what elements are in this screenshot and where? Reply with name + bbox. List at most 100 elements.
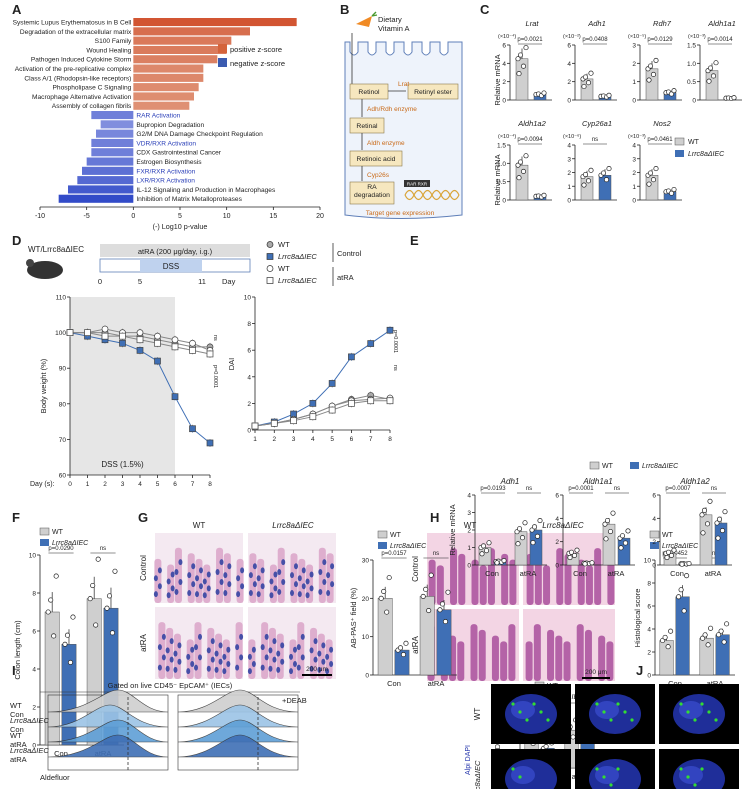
goblet-cell (206, 647, 211, 654)
p-value: ns (711, 486, 717, 492)
data-point (95, 556, 101, 562)
data-point (534, 533, 541, 539)
metabolite-box (349, 83, 389, 100)
goblet-cell (187, 590, 192, 597)
data-point (541, 192, 547, 198)
panel-letter-I: I (12, 663, 16, 678)
p-value: p=0.0007 (665, 486, 691, 492)
legend-swatch (650, 542, 659, 549)
data-point (716, 516, 723, 522)
x-tick-label: 0 (68, 481, 72, 488)
data-point (403, 640, 409, 646)
sample-label: Con (10, 725, 24, 734)
crypt (585, 565, 593, 605)
pathway-bar (91, 138, 134, 147)
y-tick-label: 6 (247, 348, 251, 355)
goblet-cell (313, 656, 318, 663)
p-value: p=0.0157 (381, 551, 407, 557)
x-tick-label: 0 (131, 213, 135, 220)
alpi-signal (623, 710, 627, 714)
column-header: WT (193, 521, 206, 530)
goblet-cell (191, 581, 196, 588)
metabolite-box (349, 181, 395, 205)
x-tick-label: 1 (86, 481, 90, 488)
fluorescence-image (491, 749, 571, 789)
data-point (610, 510, 616, 516)
data-point (70, 614, 76, 620)
goblet-cell (280, 658, 285, 665)
x-tick-label: 20 (316, 213, 324, 220)
category-label: atRA (520, 569, 537, 578)
data-point (104, 605, 110, 611)
alpi-signal (595, 767, 599, 771)
diet-label: Vitamin A (378, 24, 410, 33)
goblet-cell (294, 581, 298, 588)
x-tick-label: -10 (35, 213, 45, 220)
data-point (665, 549, 672, 555)
legend-marker (266, 277, 274, 284)
data-point (622, 540, 629, 546)
alpi-signal (595, 702, 599, 706)
p-value: ns (100, 546, 106, 552)
alpi-signal (679, 702, 683, 706)
goblet-cell (236, 575, 241, 582)
data-point (716, 632, 722, 638)
data-point (665, 644, 671, 650)
goblet-cell (321, 658, 326, 665)
y-tick-label: 4 (652, 516, 656, 523)
dss-bar (140, 259, 202, 272)
goblet-cell (297, 591, 302, 598)
legend-label: WT (278, 264, 290, 273)
goblet-cell (309, 585, 314, 592)
data-point (386, 575, 392, 581)
goblet-cell (157, 567, 162, 574)
series-point (328, 380, 336, 387)
data-point (64, 632, 71, 638)
y-tick-label: 8 (247, 321, 251, 328)
data-point (588, 167, 594, 173)
legend-marker (266, 241, 274, 248)
pathway-label: VDR/RXR Activation (136, 140, 196, 147)
y-tick-label: 0 (632, 198, 636, 205)
goblet-cell (273, 571, 278, 578)
goblet-cell (260, 664, 265, 671)
carrot-leaves-icon (371, 11, 378, 17)
y-tick-label: 4 (247, 374, 251, 381)
data-point (537, 517, 543, 524)
goblet-cell (276, 650, 281, 657)
goblet-cell (317, 650, 322, 657)
pathway-label: S100 Family (95, 38, 132, 45)
goblet-cell (281, 559, 286, 566)
gene-title: Aldh1a2 (679, 477, 710, 486)
data-point (45, 609, 51, 615)
enzyme-label: Cyp26s (367, 172, 390, 179)
data-point (650, 177, 657, 183)
goblet-cell (272, 656, 277, 663)
goblet-cell (202, 578, 207, 585)
series-point (154, 357, 161, 365)
bar (419, 596, 435, 676)
goblet-cell (227, 563, 232, 570)
data-point (646, 77, 652, 83)
series-point (386, 326, 394, 334)
series-point (367, 340, 375, 347)
legend-label: Lrrc8aΔIEC (278, 276, 317, 285)
gene-title: Nos2 (653, 119, 671, 128)
goblet-cell (276, 666, 281, 673)
legend-swatch (218, 44, 227, 53)
crypt (543, 565, 551, 605)
data-point (581, 83, 587, 90)
rar-rxr-box (404, 180, 430, 187)
crypt (457, 641, 465, 681)
data-point (585, 80, 592, 86)
organoid-dapi (595, 701, 619, 719)
y-axis-label: Relative mRNA (448, 504, 457, 555)
goblet-cell (290, 572, 294, 579)
legend-label: Lrrc8aΔIEC (688, 151, 725, 158)
pathway-label: Pathogen Induced Cytokine Storm (31, 57, 132, 64)
goblet-cell (218, 642, 223, 649)
y-tick-label: 3 (467, 510, 471, 517)
alpi-signal (616, 767, 620, 771)
goblet-cell (157, 644, 162, 651)
